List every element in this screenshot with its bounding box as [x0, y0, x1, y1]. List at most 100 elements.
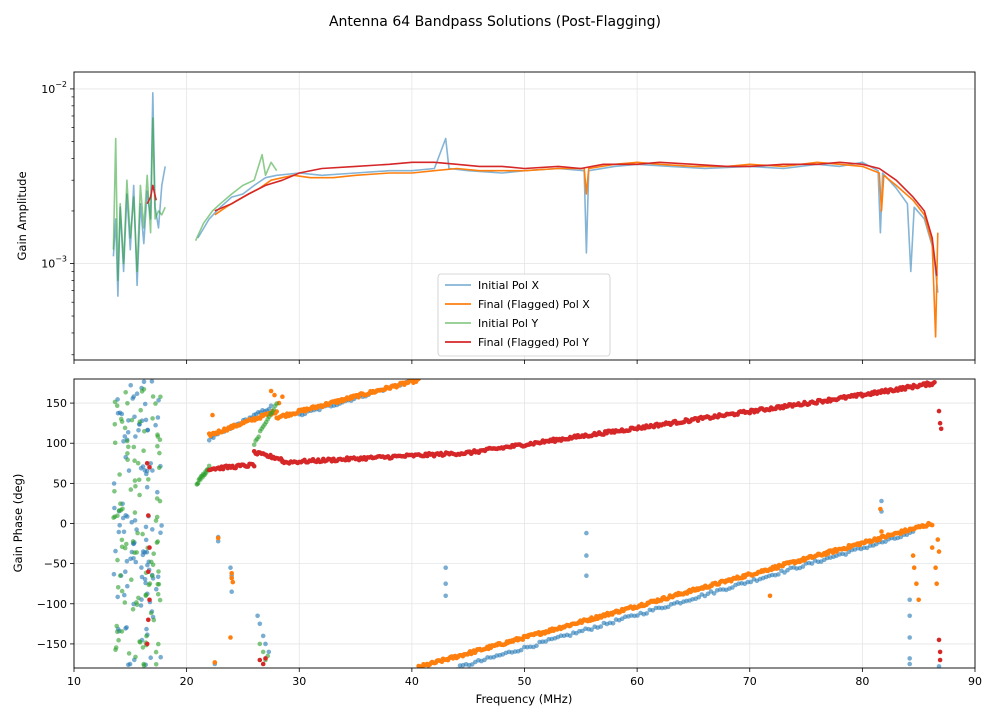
phase-point-initial-y: [126, 651, 132, 656]
phase-point-initial-y: [122, 425, 128, 431]
phase-point-initial-y: [112, 422, 118, 427]
phase-ytick-label: −150: [37, 638, 67, 651]
phase-point-initial-x: [158, 530, 163, 536]
phase-point-initial-y: [156, 569, 161, 574]
phase-point-initial-x: [159, 523, 164, 528]
phase-point-final-y: [147, 465, 152, 470]
amplitude-plot-area: [112, 92, 939, 338]
phase-point-initial-x: [776, 572, 781, 577]
phase-point-initial-y: [156, 641, 161, 647]
phase-point-initial-x: [125, 583, 130, 589]
phase-point-final-x: [229, 571, 234, 576]
phase-point-initial-y: [113, 647, 118, 652]
phase-point-initial-y: [153, 662, 159, 667]
phase-point-initial-y: [114, 623, 119, 629]
phase-point-initial-x: [148, 655, 153, 660]
phase-point-initial-y: [133, 484, 138, 489]
amplitude-panel: 10−2 10−3 Gain Amplitude Initial Pol X Fin…: [15, 71, 976, 364]
phase-point-initial-x: [139, 574, 145, 580]
phase-point-initial-y: [147, 581, 153, 586]
phase-point-initial-x: [144, 468, 150, 474]
phase-point-initial-y: [128, 487, 134, 492]
amplitude-ytick-label: 10−3: [41, 254, 67, 270]
phase-point-initial-x: [115, 410, 121, 416]
phase-point-initial-y: [126, 444, 131, 450]
phase-point-initial-y: [130, 539, 136, 544]
phase-xtick-label: 40: [405, 675, 419, 688]
phase-xtick-label: 60: [630, 675, 644, 688]
phase-point-initial-x: [229, 589, 234, 594]
phase-point-initial-y: [112, 514, 118, 519]
phase-point-initial-y: [129, 577, 134, 582]
phase-point-initial-x: [141, 379, 147, 385]
phase-ytick-label: 100: [46, 437, 67, 450]
phase-point-initial-x: [139, 565, 144, 570]
phase-point-initial-x: [129, 519, 134, 525]
phase-point-initial-y: [125, 401, 130, 406]
phase-point-final-y: [147, 545, 152, 550]
phase-point-initial-y: [157, 498, 163, 504]
phase-point-initial-x: [153, 422, 158, 428]
phase-point-initial-x: [122, 592, 127, 598]
phase-point-initial-x: [124, 558, 130, 564]
phase-point-initial-x: [443, 593, 449, 599]
phase-point-final-x: [268, 388, 274, 394]
amplitude-line-initial-y: [194, 153, 278, 242]
phase-point-initial-y: [260, 649, 266, 655]
phase-point-initial-y: [114, 403, 120, 409]
phase-point-initial-y: [112, 489, 117, 494]
phase-point-initial-y: [274, 401, 280, 406]
phase-point-initial-y: [129, 417, 135, 423]
phase-point-initial-y: [136, 477, 142, 483]
phase-point-final-y: [260, 661, 266, 667]
phase-point-initial-y: [153, 649, 159, 655]
phase-point-initial-y: [140, 645, 146, 650]
phase-point-initial-x: [150, 527, 155, 532]
amplitude-ytick-label: 10−2: [41, 80, 67, 96]
phase-point-initial-y: [148, 610, 154, 616]
phase-point-initial-y: [156, 465, 162, 471]
phase-point-initial-x: [206, 438, 212, 443]
phase-point-initial-y: [155, 434, 161, 439]
phase-point-initial-x: [111, 571, 117, 577]
phase-point-final-y: [936, 637, 942, 643]
phase-point-initial-x: [598, 624, 604, 629]
phase-point-initial-x: [257, 621, 263, 627]
legend-box: [437, 273, 611, 357]
phase-ytick-label: −100: [37, 598, 67, 611]
phase-point-initial-y: [118, 507, 124, 513]
phase-point-initial-y: [115, 585, 121, 590]
phase-point-final-x: [228, 635, 233, 640]
phase-point-final-y: [144, 461, 150, 466]
phase-point-initial-y: [135, 460, 141, 466]
phase-point-initial-x: [134, 527, 139, 532]
phase-point-final-y: [937, 657, 943, 663]
phase-point-initial-y: [141, 663, 147, 668]
phase-ylabel: Gain Phase (deg): [11, 474, 25, 573]
phase-point-initial-x: [143, 417, 149, 423]
phase-point-initial-x: [132, 414, 137, 420]
phase-point-initial-y: [158, 394, 163, 400]
phase-point-initial-x: [215, 538, 221, 544]
phase-point-final-y: [936, 408, 942, 414]
phase-point-initial-y: [134, 550, 139, 555]
phase-point-initial-x: [584, 530, 589, 536]
phase-point-initial-y: [133, 654, 138, 660]
phase-point-final-y: [146, 513, 151, 518]
phase-point-final-y: [251, 463, 257, 469]
phase-point-initial-x: [518, 647, 524, 653]
legend: Initial Pol X Final (Flagged) Pol X Initia…: [437, 273, 611, 357]
phase-point-final-x: [878, 506, 883, 512]
phase-point-initial-x: [138, 603, 144, 608]
phase-point-initial-y: [112, 440, 118, 446]
amplitude-line-final-y: [214, 161, 938, 276]
amplitude-ticks: 10−2 10−3: [41, 80, 976, 364]
phase-point-initial-y: [150, 394, 156, 399]
phase-point-initial-y: [138, 407, 143, 413]
phase-point-final-y: [937, 420, 943, 426]
phase-point-initial-y: [155, 443, 160, 449]
phase-ytick-label: 150: [46, 397, 67, 410]
phase-point-initial-x: [696, 594, 702, 600]
phase-point-initial-x: [907, 661, 912, 667]
